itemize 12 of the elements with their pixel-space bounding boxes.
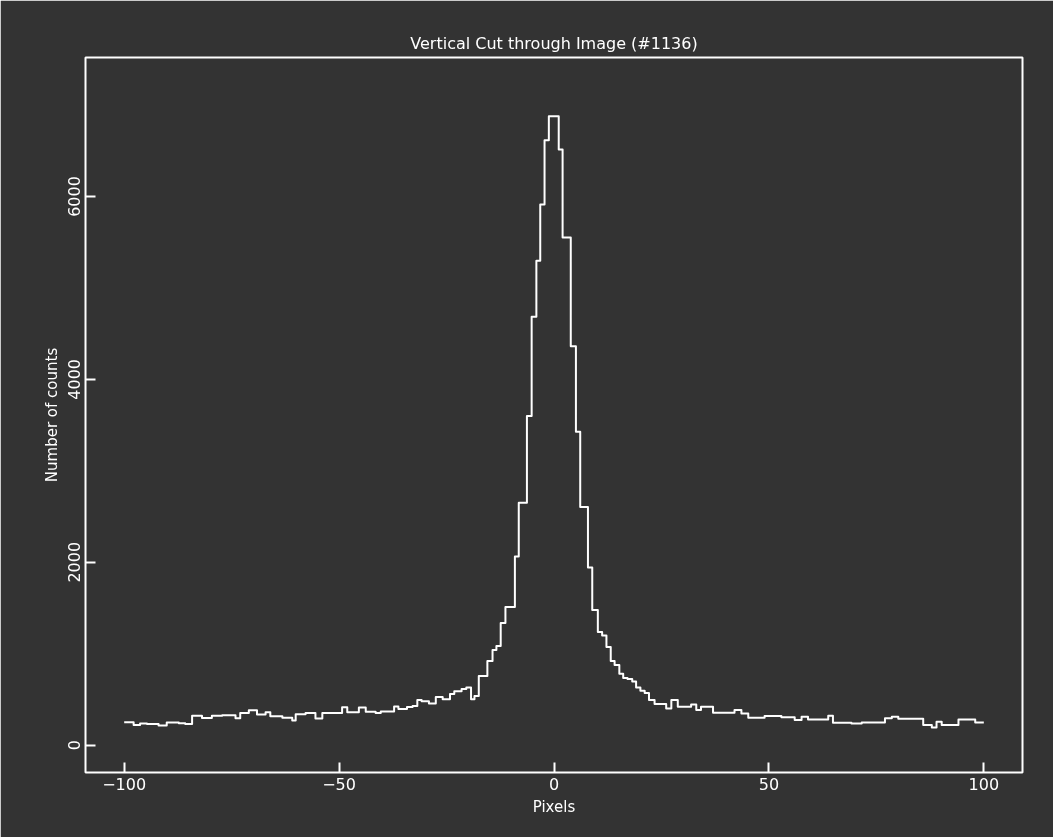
x-tick-label: −100 (102, 774, 147, 794)
x-tick-label: 50 (758, 774, 780, 794)
chart-title: Vertical Cut through Image (#1136) (410, 33, 698, 53)
y-tick-label: 4000 (65, 358, 85, 400)
y-tick-label: 2000 (65, 541, 85, 583)
y-axis-title: Number of counts (42, 347, 61, 483)
x-tick-label: −50 (322, 774, 356, 794)
x-tick-label: 100 (968, 774, 1000, 794)
y-tick-label: 6000 (65, 176, 85, 217)
x-tick-label: 0 (548, 774, 560, 794)
y-tick-label: 0 (65, 739, 85, 751)
x-axis-title: Pixels (532, 797, 576, 816)
